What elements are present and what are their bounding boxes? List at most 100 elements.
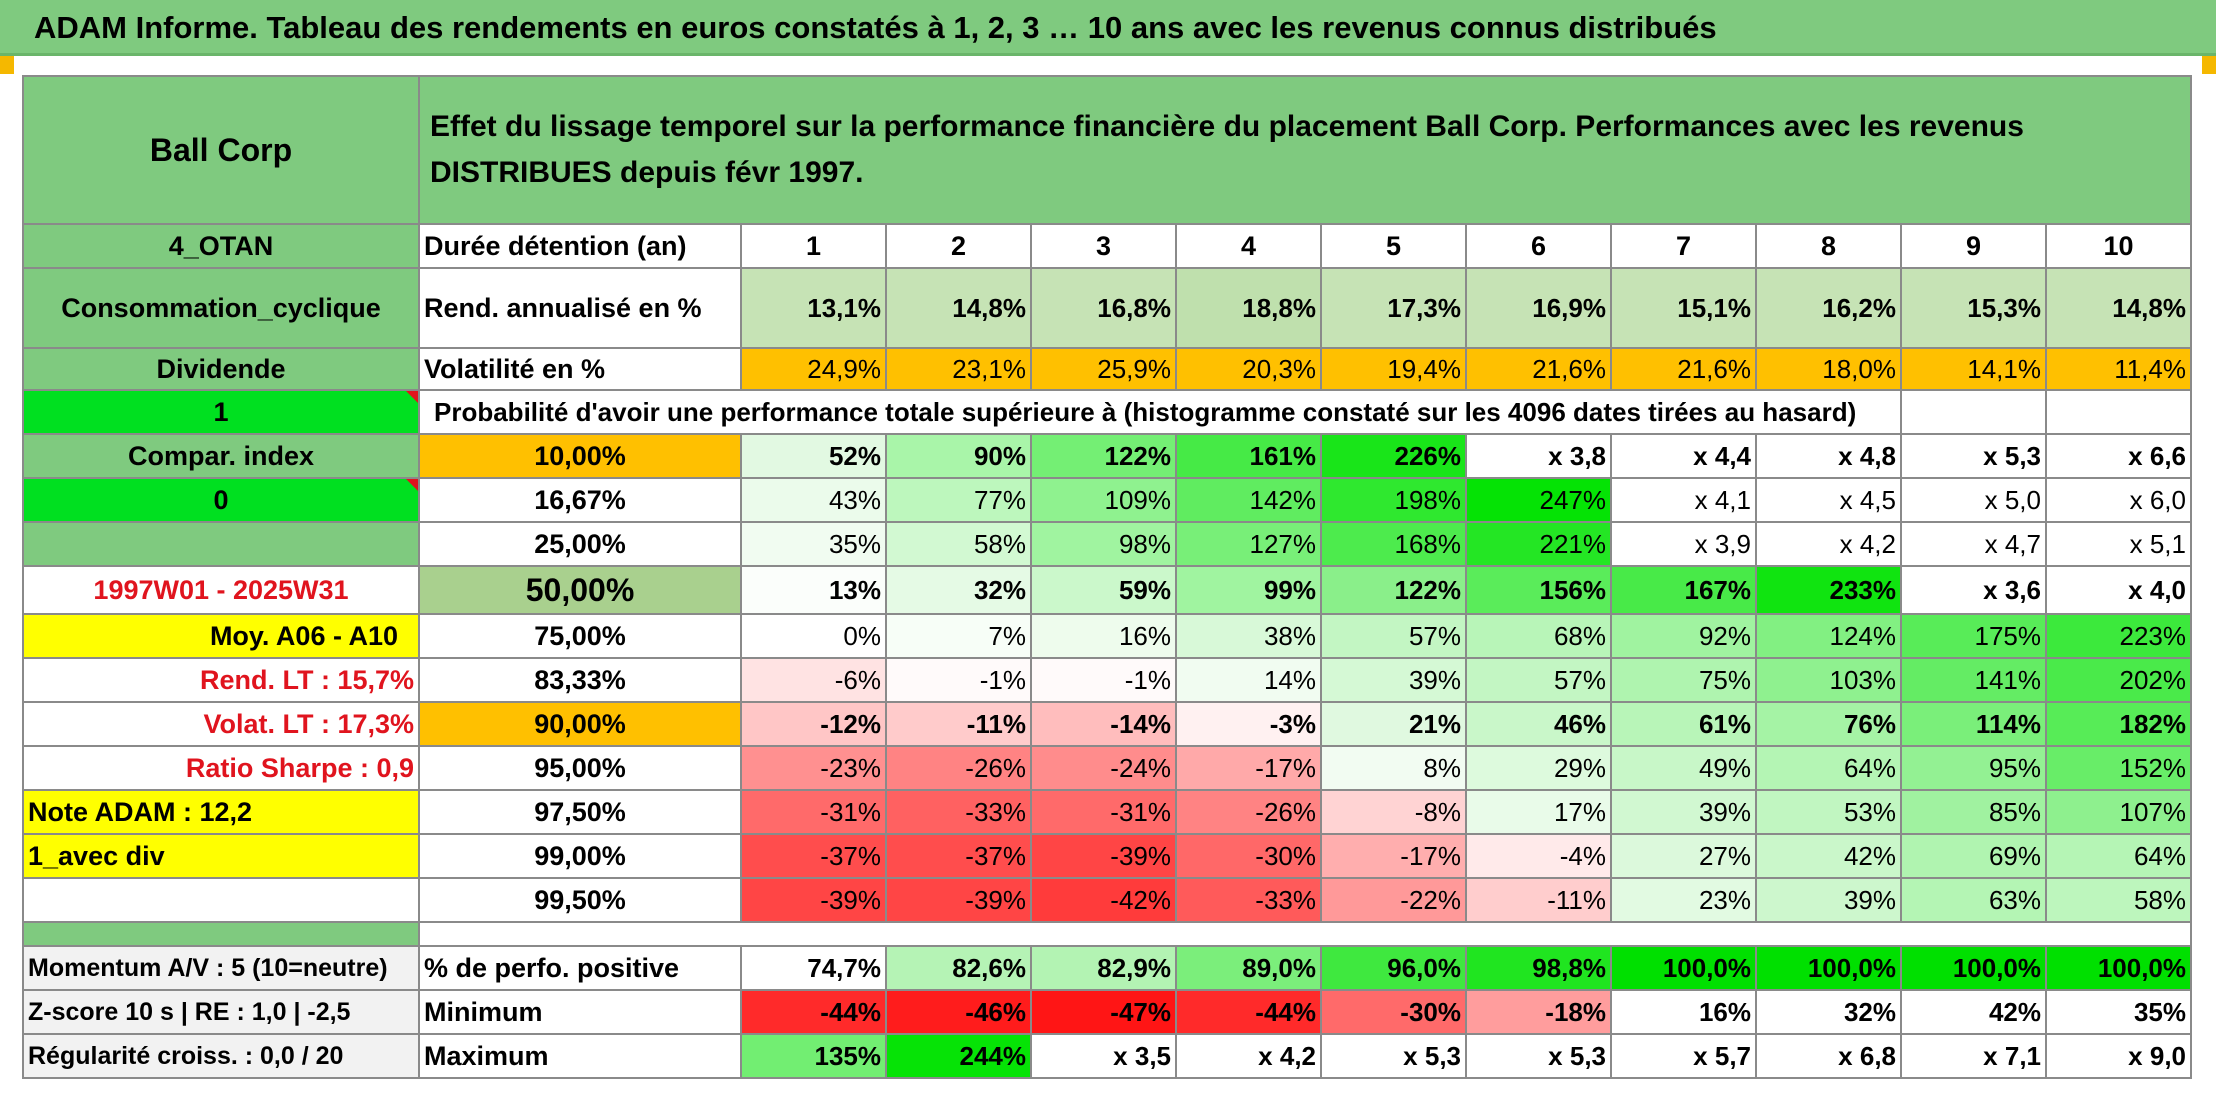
probability-cell: 226% <box>1320 433 1467 479</box>
probability-cell: 156% <box>1465 565 1612 615</box>
probability-cell: 46% <box>1465 701 1612 747</box>
probability-cell: 99% <box>1175 565 1322 615</box>
probability-row: Volat. LT : 17,3% 90,00% -12% -11% -14% -3% 21… <box>22 701 2192 747</box>
proba-heading-row: 1 Probabilité d'avoir une performance to… <box>22 389 2192 435</box>
minimum-cell: -47% <box>1030 989 1177 1035</box>
maximum-cell: 244% <box>885 1033 1032 1079</box>
probability-cell: 59% <box>1030 565 1177 615</box>
maximum-cell: x 7,1 <box>1900 1033 2047 1079</box>
year-header: 6 <box>1465 223 1612 269</box>
probability-cell: 221% <box>1465 521 1612 567</box>
pct-positive-cell: 100,0% <box>2045 945 2192 991</box>
probability-cell: 76% <box>1755 701 1902 747</box>
probability-cell: -4% <box>1465 833 1612 879</box>
minimum-cell: -44% <box>1175 989 1322 1035</box>
year-header: 2 <box>885 223 1032 269</box>
probability-cell: 17% <box>1465 789 1612 835</box>
pct-positive-cell: 96,0% <box>1320 945 1467 991</box>
probability-cell: -37% <box>885 833 1032 879</box>
probability-cell: -26% <box>885 745 1032 791</box>
probability-cell: -22% <box>1320 877 1467 923</box>
probability-cell: 8% <box>1320 745 1467 791</box>
rend-lt-label: Rend. LT : 15,7% <box>22 657 420 703</box>
probability-cell: 39% <box>1610 789 1757 835</box>
rend-cell: 16,9% <box>1465 267 1612 349</box>
probability-row: 1_avec div 99,00% -37% -37% -39% -30% -17% -4% 2… <box>22 833 2192 879</box>
probability-cell: -8% <box>1320 789 1467 835</box>
probability-cell: 122% <box>1030 433 1177 479</box>
average-label: Moy. A06 - A10 <box>22 613 420 659</box>
performance-table: Ball Corp Effet du lissage temporel sur … <box>22 75 2192 1079</box>
probability-cell: 182% <box>2045 701 2192 747</box>
probability-cell: 98% <box>1030 521 1177 567</box>
probability-cell: 13% <box>740 565 887 615</box>
probability-row: 25,00% 35% 58% 98% 127% 168% 221% x 3,9 x 4,2 x 4… <box>22 521 2192 567</box>
probability-cell: 90% <box>885 433 1032 479</box>
maximum-cell: x 9,0 <box>2045 1033 2192 1079</box>
rend-cell: 16,8% <box>1030 267 1177 349</box>
rend-cell: 15,3% <box>1900 267 2047 349</box>
probability-cell: x 4,1 <box>1610 477 1757 523</box>
probability-cell: -17% <box>1320 833 1467 879</box>
threshold-cell: 16,67% <box>418 477 742 523</box>
probability-cell: 29% <box>1465 745 1612 791</box>
volat-cell: 19,4% <box>1320 347 1467 391</box>
maximum-cell: 135% <box>740 1033 887 1079</box>
probability-cell: 175% <box>1900 613 2047 659</box>
summary-row: Régularité croiss. : 0,0 / 20 Maximum 135%… <box>22 1033 2192 1079</box>
corner-marker-left <box>0 56 14 74</box>
rend-label: Rend. annualisé en % <box>418 267 742 349</box>
probability-cell: 122% <box>1320 565 1467 615</box>
proba-label: Probabilité d'avoir une performance tota… <box>418 389 1902 435</box>
header-row: Ball Corp Effet du lissage temporel sur … <box>22 75 2192 225</box>
volat-label: Volatilité en % <box>418 347 742 391</box>
probability-cell: 0% <box>740 613 887 659</box>
probability-cell: 58% <box>2045 877 2192 923</box>
probability-cell: x 4,0 <box>2045 565 2192 615</box>
probability-cell: 75% <box>1610 657 1757 703</box>
year-header: 7 <box>1610 223 1757 269</box>
probability-cell: -31% <box>740 789 887 835</box>
probability-cell: 43% <box>740 477 887 523</box>
probability-cell: x 3,9 <box>1610 521 1757 567</box>
flag-one: 1 <box>22 389 420 435</box>
maximum-label: Maximum <box>418 1033 742 1079</box>
empty-side-cell <box>22 877 420 923</box>
pct-positive-cell: 100,0% <box>1755 945 1902 991</box>
probability-cell: 109% <box>1030 477 1177 523</box>
probability-cell: -17% <box>1175 745 1322 791</box>
year-header: 1 <box>740 223 887 269</box>
threshold-cell: 75,00% <box>418 613 742 659</box>
year-header: 5 <box>1320 223 1467 269</box>
pct-positive-cell: 74,7% <box>740 945 887 991</box>
flag-zero: 0 <box>22 477 420 523</box>
table-description: Effet du lissage temporel sur la perform… <box>418 75 2192 225</box>
year-header: 9 <box>1900 223 2047 269</box>
probability-cell: 42% <box>1755 833 1902 879</box>
probability-row: 99,50% -39% -39% -42% -33% -22% -11% 23% 39% 63% 5… <box>22 877 2192 923</box>
probability-cell: x 4,2 <box>1755 521 1902 567</box>
probability-cell: -6% <box>740 657 887 703</box>
maximum-cell: x 3,5 <box>1030 1033 1177 1079</box>
rend-cell: 13,1% <box>740 267 887 349</box>
probability-cell: 141% <box>1900 657 2047 703</box>
separator-row <box>22 921 2192 947</box>
rend-cell: 14,8% <box>885 267 1032 349</box>
probability-cell: x 6,6 <box>2045 433 2192 479</box>
probability-cell: 124% <box>1755 613 1902 659</box>
volat-cell: 25,9% <box>1030 347 1177 391</box>
compar-index-label: Compar. index <box>22 433 420 479</box>
probability-row: Note ADAM : 12,2 97,50% -31% -33% -31% -26% -8… <box>22 789 2192 835</box>
probability-cell: x 4,7 <box>1900 521 2047 567</box>
probability-cell: 167% <box>1610 565 1757 615</box>
dividend-label: Dividende <box>22 347 420 391</box>
probability-cell: 16% <box>1030 613 1177 659</box>
probability-cell: x 5,1 <box>2045 521 2192 567</box>
minimum-cell: 32% <box>1755 989 1902 1035</box>
probability-cell: -39% <box>740 877 887 923</box>
probability-cell: 57% <box>1465 657 1612 703</box>
probability-cell: -31% <box>1030 789 1177 835</box>
rend-cell: 18,8% <box>1175 267 1322 349</box>
probability-cell: -23% <box>740 745 887 791</box>
pct-positive-cell: 100,0% <box>1610 945 1757 991</box>
